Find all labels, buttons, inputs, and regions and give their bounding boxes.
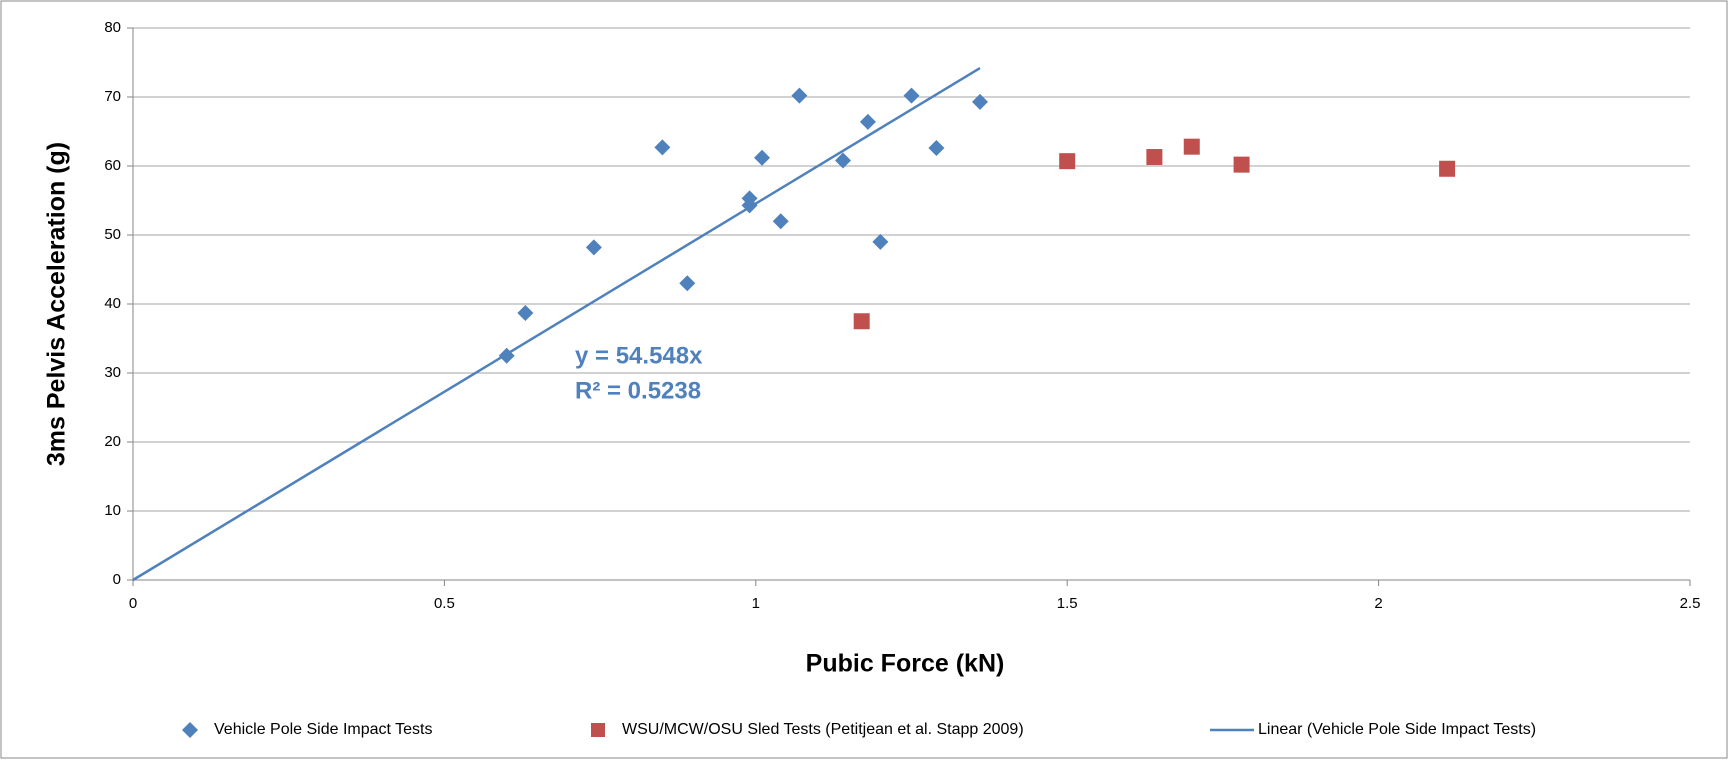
point	[791, 87, 808, 104]
point	[972, 93, 989, 110]
y-tick-label: 20	[104, 433, 121, 450]
point	[1183, 138, 1200, 155]
y-tick-label: 60	[104, 157, 121, 174]
y-tick-label: 10	[104, 502, 121, 519]
legend-label: Linear (Vehicle Pole Side Impact Tests)	[1258, 721, 1536, 738]
point	[903, 87, 920, 104]
trend-line	[132, 66, 981, 582]
point	[679, 275, 696, 292]
x-tick-label: 1	[752, 595, 760, 612]
x-axis-title: Pubic Force (kN)	[806, 650, 1005, 678]
x-tick-label: 0	[129, 595, 137, 612]
trend-r-squared: R² = 0.5238	[575, 377, 701, 404]
y-tick-label: 80	[104, 19, 121, 36]
point	[853, 313, 870, 330]
point	[859, 113, 876, 130]
point	[1439, 160, 1456, 177]
legend-label: Vehicle Pole Side Impact Tests	[214, 721, 433, 738]
y-axis-title: 3ms Pelvis Acceleration (g)	[43, 142, 71, 466]
legend-swatch	[591, 723, 605, 737]
point	[1233, 156, 1250, 173]
legend-swatch	[182, 722, 198, 738]
legend-label: WSU/MCW/OSU Sled Tests (Petitjean et al.…	[622, 721, 1024, 738]
point	[754, 149, 771, 166]
y-tick-label: 0	[113, 571, 121, 588]
point	[772, 213, 789, 230]
x-tick-label: 2	[1374, 595, 1382, 612]
y-tick-label: 40	[104, 295, 121, 312]
point	[517, 304, 534, 321]
x-tick-label: 1.5	[1057, 595, 1078, 612]
point	[1146, 149, 1163, 166]
y-tick-label: 50	[104, 226, 121, 243]
y-tick-label: 70	[104, 88, 121, 105]
trend-equation: y = 54.548x	[575, 342, 703, 369]
point	[834, 152, 851, 169]
y-tick-label: 30	[104, 364, 121, 381]
x-tick-label: 0.5	[434, 595, 455, 612]
x-tick-label: 2.5	[1680, 595, 1701, 612]
point	[872, 233, 889, 250]
point	[654, 139, 671, 156]
point	[585, 239, 602, 256]
point	[928, 140, 945, 157]
point	[1059, 153, 1076, 170]
